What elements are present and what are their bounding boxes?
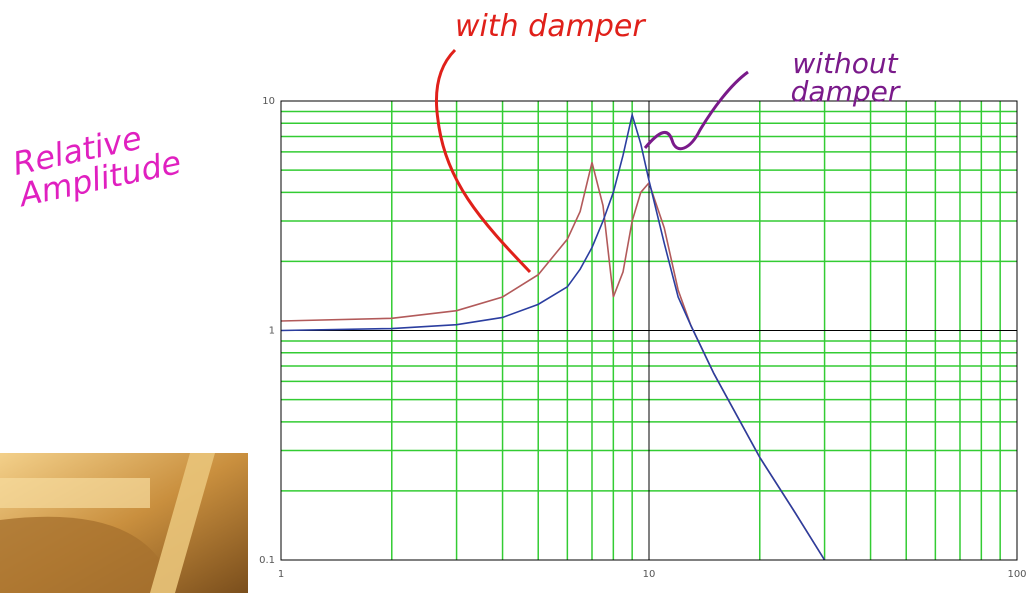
series-line xyxy=(281,115,825,560)
photo xyxy=(0,453,248,593)
lines xyxy=(281,115,825,560)
grid xyxy=(281,101,1017,560)
y-tick-label: 0.1 xyxy=(259,555,275,566)
page: {"chart_data": { "type": "line", "ylabel… xyxy=(0,0,1036,593)
x-tick-label: 1 xyxy=(278,569,284,580)
x-tick-label: 10 xyxy=(643,569,656,580)
annotation-without-damper: without damper xyxy=(755,50,935,106)
y-tick-label: 10 xyxy=(262,96,275,107)
y-tick-label: 1 xyxy=(269,326,275,337)
annotation-arrow xyxy=(436,50,530,272)
x-tick-label: 100 xyxy=(1007,569,1026,580)
series-line xyxy=(281,162,825,560)
annotation-with-damper: with damper xyxy=(455,12,645,42)
